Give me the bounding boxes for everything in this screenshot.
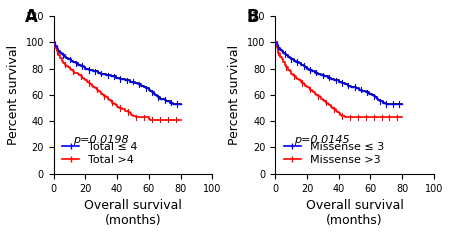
Text: p=0.0198: p=0.0198 [73, 135, 128, 145]
Legend: Missense ≤ 3, Missense >3: Missense ≤ 3, Missense >3 [284, 142, 384, 165]
X-axis label: Overall survival
(months): Overall survival (months) [306, 199, 404, 227]
Legend: Total ≤ 4, Total >4: Total ≤ 4, Total >4 [63, 142, 138, 165]
Y-axis label: Percent survival: Percent survival [229, 45, 242, 145]
Text: p=0.0145: p=0.0145 [294, 135, 350, 145]
Text: A: A [25, 8, 38, 26]
Y-axis label: Percent survival: Percent survival [7, 45, 20, 145]
X-axis label: Overall survival
(months): Overall survival (months) [84, 199, 182, 227]
Text: B: B [247, 8, 259, 26]
